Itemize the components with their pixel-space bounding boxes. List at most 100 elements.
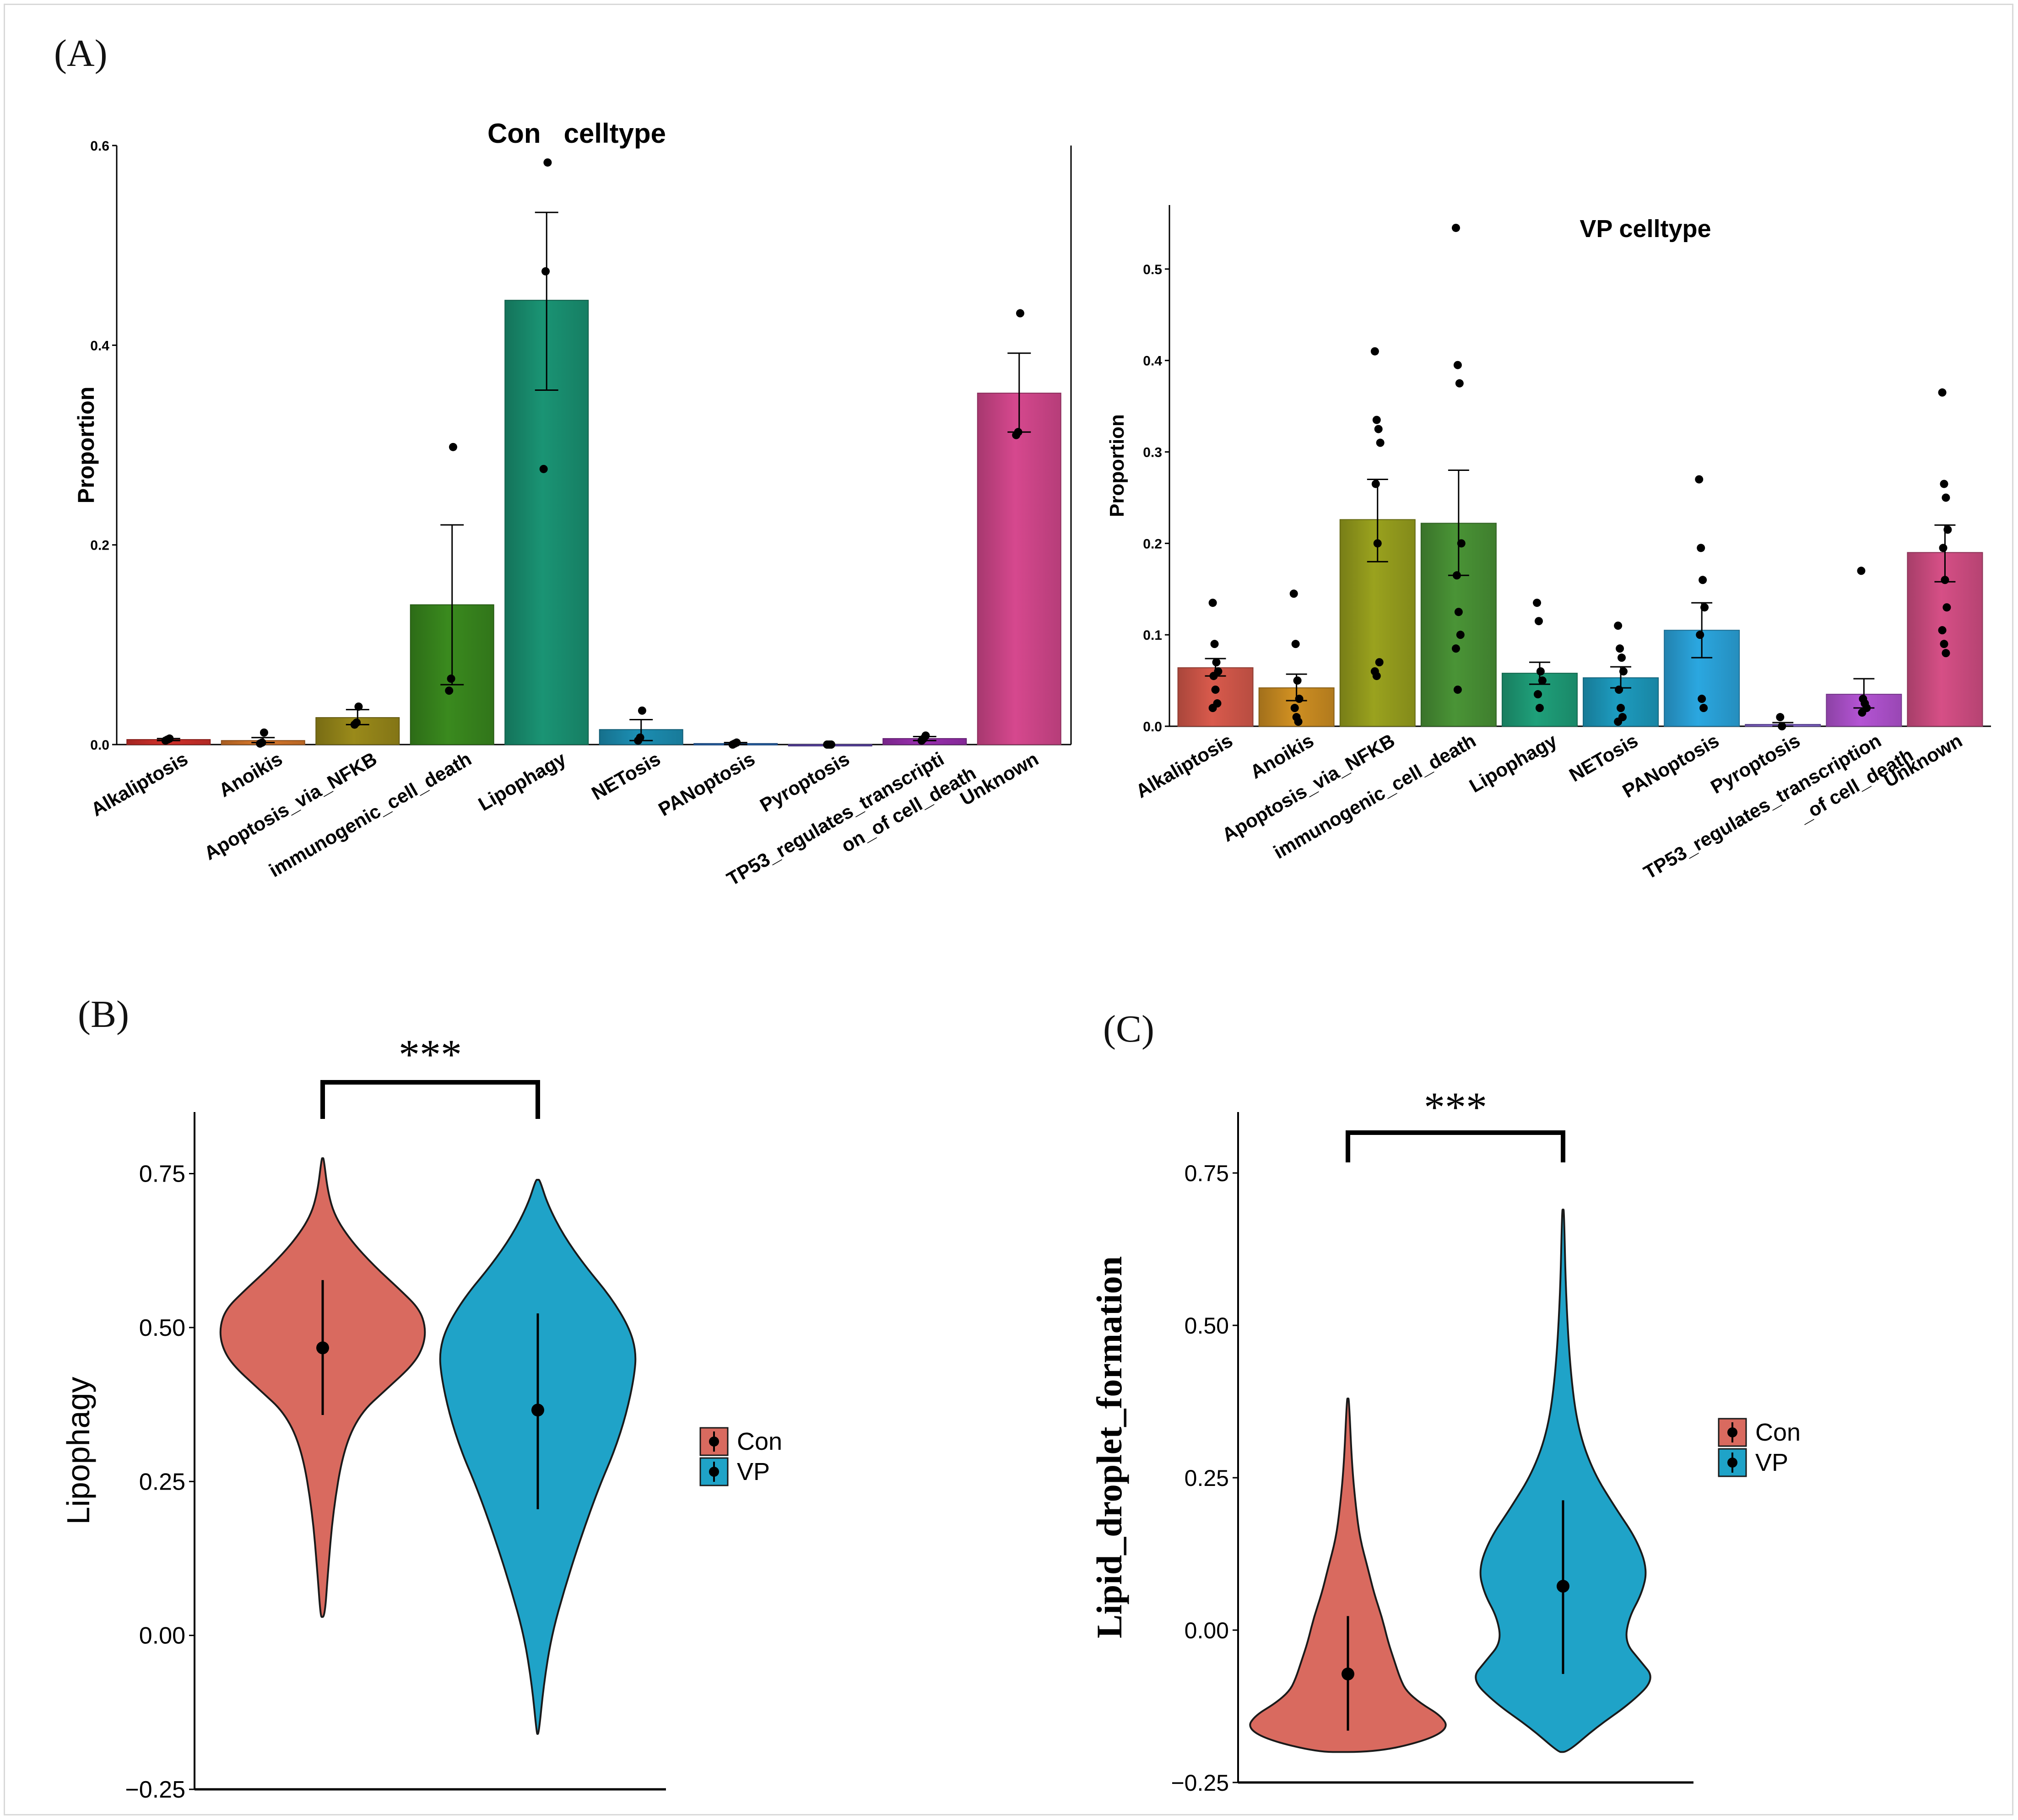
x-tick-label-line: Alkaliptosis	[1132, 729, 1236, 802]
data-point	[1699, 704, 1708, 713]
y-tick-label: 0.50	[1185, 1313, 1229, 1339]
data-point	[1454, 608, 1463, 616]
lipid-droplet-violin-chart: 0.75 0.50 0.25 0.00 −0.25 Lipid_droplet_forma…	[1089, 1084, 1801, 1796]
x-tick-label: Lipophagy	[475, 748, 570, 815]
data-point	[1211, 686, 1220, 694]
panel-label-c: (C)	[1103, 1008, 1154, 1050]
data-point	[1452, 571, 1461, 580]
x-tick-label: NETosis	[588, 748, 664, 804]
data-point	[449, 443, 457, 451]
data-point	[1616, 644, 1624, 653]
data-point	[260, 728, 268, 737]
figure-frame	[4, 4, 2013, 1815]
data-point	[1453, 361, 1462, 369]
data-point	[1535, 704, 1544, 713]
data-point	[539, 464, 548, 473]
significance-bracket	[1346, 1130, 1565, 1162]
data-point	[1942, 603, 1951, 612]
x-tick-label: PANoptosis	[655, 748, 758, 820]
violin-con	[1249, 1397, 1447, 1753]
data-point	[1375, 658, 1384, 667]
y-tick-label: 0.3	[1143, 445, 1162, 460]
data-point	[1939, 544, 1948, 552]
data-point	[1210, 640, 1219, 648]
data-point	[258, 738, 266, 747]
data-point	[1696, 631, 1704, 639]
panel-label-a: (A)	[54, 32, 108, 75]
data-point	[1451, 223, 1460, 232]
data-point	[1295, 695, 1304, 703]
data-point	[1291, 640, 1300, 648]
data-point	[1372, 416, 1381, 424]
median-point	[1342, 1667, 1354, 1680]
con-celltype-chart: 0.0 0.2 0.4 0.6 Con celltype Proportion Alkali…	[73, 118, 1072, 890]
median-point	[316, 1341, 329, 1355]
data-point	[1372, 672, 1381, 680]
data-point	[1533, 599, 1542, 607]
vp-celltype-chart: 0.0 0.1 0.2 0.3 0.4 0.5 VP celltype Proportion A…	[1106, 205, 1991, 883]
data-point	[1536, 667, 1545, 676]
data-point	[1016, 309, 1024, 318]
data-point	[1374, 425, 1383, 433]
data-point	[1614, 718, 1623, 726]
data-point	[1776, 713, 1785, 722]
y-tick-label: 0.1	[1143, 628, 1162, 643]
data-point	[1942, 649, 1950, 658]
median-point	[1557, 1580, 1569, 1593]
data-point	[1858, 708, 1867, 717]
data-point	[1697, 544, 1705, 552]
data-point	[1289, 589, 1298, 598]
x-tick-label-line: NETosis	[588, 748, 664, 804]
violin-vp	[1475, 1209, 1651, 1753]
data-point	[1293, 676, 1302, 685]
data-point	[354, 702, 363, 711]
data-point	[827, 740, 835, 749]
y-tick-label: −0.25	[125, 1777, 185, 1803]
y-tick-label: 0.75	[139, 1161, 185, 1188]
data-point	[1695, 475, 1704, 484]
y-axis-label: Proportion	[73, 387, 99, 504]
y-tick-label: −0.25	[1171, 1770, 1229, 1796]
x-tick-label: Lipophagy	[1466, 729, 1561, 797]
data-point	[1615, 686, 1623, 694]
x-tick-label-line: Lipophagy	[475, 748, 570, 815]
y-tick-label: 0.25	[139, 1469, 185, 1495]
y-axis-label: Lipid_droplet_formation	[1089, 1256, 1129, 1638]
y-axis-label: Lipophagy	[60, 1377, 96, 1524]
x-tick-label: Anoikis	[215, 748, 286, 801]
y-tick-label: 0.50	[139, 1315, 185, 1341]
data-point	[1699, 576, 1707, 584]
y-tick-label: 0.5	[1143, 262, 1162, 277]
data-point	[1451, 644, 1460, 653]
y-tick-label: 0.00	[1185, 1618, 1229, 1643]
data-point	[1456, 631, 1465, 639]
y-tick-label: 0.6	[90, 139, 109, 154]
data-point	[1209, 672, 1218, 680]
data-point	[1294, 718, 1303, 726]
data-point	[1290, 704, 1299, 713]
data-point	[165, 734, 174, 743]
legend-swatch-dot	[1727, 1458, 1737, 1468]
data-point	[1698, 695, 1706, 703]
data-point	[447, 675, 455, 683]
median-point	[531, 1404, 544, 1417]
chart-title: VP celltype	[1580, 215, 1711, 243]
data-point	[1373, 539, 1382, 548]
data-point	[1534, 690, 1542, 699]
legend-label-con: Con	[1755, 1419, 1801, 1446]
x-tick-label: Alkaliptosis	[87, 748, 192, 821]
legend-swatch-dot	[1727, 1427, 1737, 1437]
chart-title: Con celltype	[487, 118, 666, 149]
data-point	[1617, 704, 1625, 713]
data-point	[732, 738, 741, 747]
data-point	[1700, 603, 1709, 612]
data-point	[1370, 347, 1379, 356]
y-tick-label: 0.75	[1185, 1161, 1229, 1186]
data-point	[543, 158, 552, 167]
significance-bracket	[320, 1080, 540, 1119]
data-point	[1940, 480, 1948, 488]
y-axis-label: Proportion	[1106, 414, 1128, 517]
legend-swatch-dot	[709, 1467, 719, 1477]
data-point	[1208, 704, 1217, 713]
data-point	[1453, 686, 1462, 694]
